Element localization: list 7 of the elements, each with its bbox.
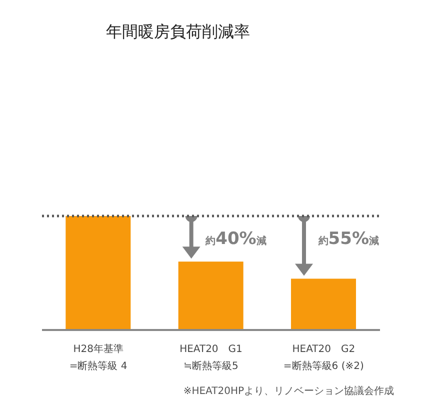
x-tick-label: H28年基準 =断熱等級 4 — [69, 343, 128, 372]
annotation: 約40%減 — [204, 229, 266, 249]
text: ※HEAT20HPより、リノベーション協議会作成 — [183, 384, 394, 398]
chart-title: 年間暖房負荷削減率 — [105, 22, 251, 43]
x-tick-label: HEAT20 G2 =断熱等級6 (※2) — [283, 344, 364, 372]
annotation: 約55%減 — [317, 229, 379, 249]
x-tick-label: HEAT20 G1 ≒断熱等級5 — [180, 344, 242, 372]
